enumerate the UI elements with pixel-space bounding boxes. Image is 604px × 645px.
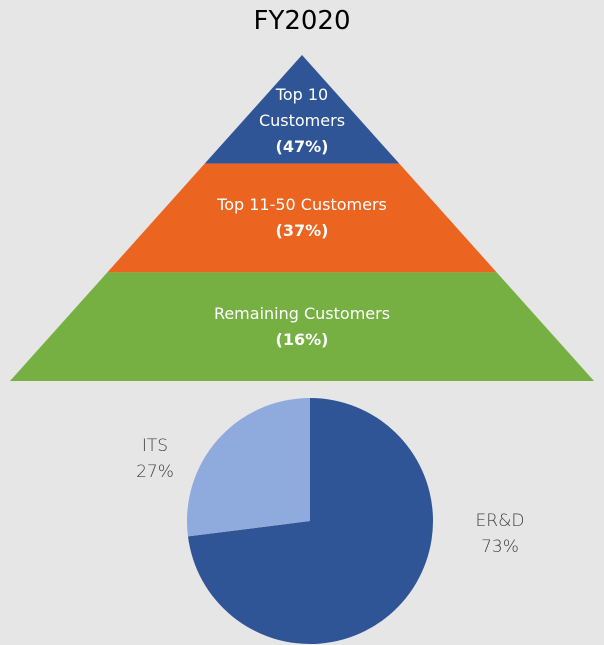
value-label: (16%): [275, 329, 329, 349]
value-label: 27%: [136, 462, 174, 482]
segment-label: Top 11-50 Customers (37%): [166, 192, 438, 244]
value-label: (47%): [275, 137, 329, 157]
pyramid-segment: [107, 163, 497, 273]
pie-slice: [187, 398, 433, 644]
chart-title: FY2020: [253, 6, 351, 36]
category-label: ER&D: [475, 511, 525, 531]
category-label: ITS: [141, 436, 169, 456]
value-label: (37%): [275, 221, 329, 240]
slice-label: ER&D 73%: [476, 508, 525, 560]
category-label: Top 11-50 Customers: [217, 195, 387, 214]
pyramid-segment: [10, 272, 594, 381]
slice-label: ITS 27%: [136, 433, 174, 485]
segment-label: Remaining Customers (16%): [69, 301, 536, 353]
category-label: Top 10 Customers: [258, 85, 346, 131]
value-label: 73%: [481, 537, 519, 557]
category-label: Remaining Customers: [213, 303, 391, 323]
pie-slice: [187, 398, 310, 537]
segment-label: Top 10 Customers (47%): [252, 82, 352, 160]
pyramid-segment: [204, 55, 400, 164]
